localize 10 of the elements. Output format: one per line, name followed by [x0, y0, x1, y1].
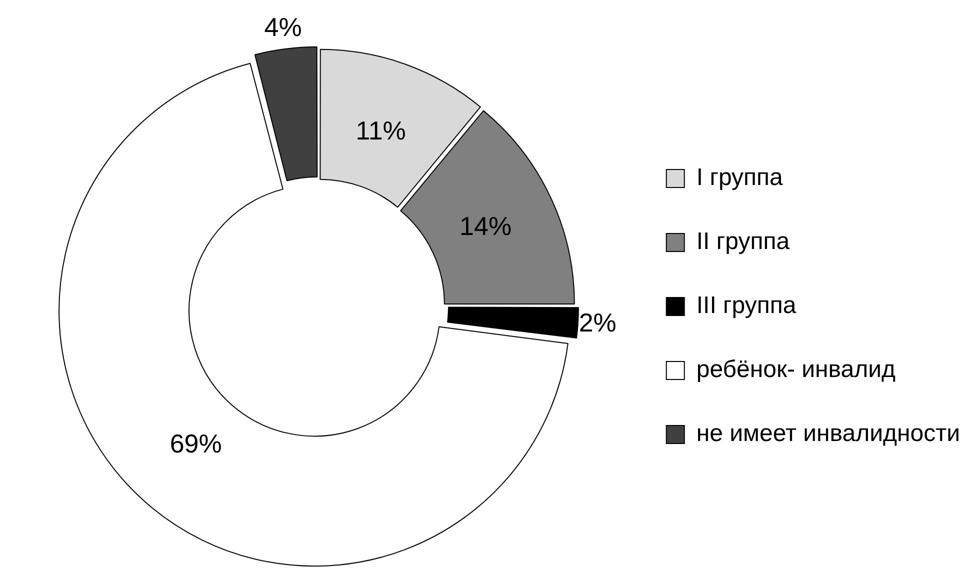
legend-label: II группа	[696, 228, 790, 256]
data-label: 4%	[264, 12, 302, 42]
legend-label: III группа	[696, 292, 797, 320]
legend-label: I группа	[696, 164, 784, 192]
legend-label: не имеет инвалидности	[696, 420, 960, 448]
data-label: 14%	[460, 210, 512, 241]
data-label: 69%	[170, 428, 222, 458]
data-label: 11%	[356, 116, 406, 146]
data-label: 2%	[578, 307, 616, 338]
legend-label: ребёнок- инвалид	[696, 356, 896, 384]
